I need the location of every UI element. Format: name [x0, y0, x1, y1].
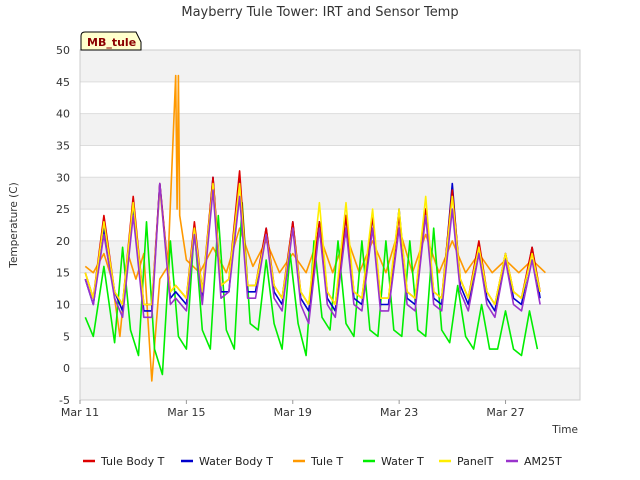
x-axis-label: Time [551, 424, 578, 436]
y-tick-label: 45 [56, 76, 70, 89]
x-tick-label: Mar 23 [380, 406, 418, 419]
grid-band [80, 113, 580, 146]
series-line-water-t [84, 201, 539, 376]
x-tick-label: Mar 19 [274, 406, 312, 419]
y-tick-label: -5 [59, 394, 70, 407]
x-axis-ticks: Mar 11 Mar 15 Mar 19 Mar 23 Mar 27 [61, 400, 525, 419]
y-tick-label: 25 [56, 203, 70, 216]
y-tick-label: 10 [56, 299, 70, 312]
legend-label-panelt: PanelT [457, 455, 494, 468]
y-tick-label: 5 [63, 330, 70, 343]
y-tick-label: 20 [56, 235, 70, 248]
y-tick-label: 0 [63, 362, 70, 375]
y-tick-label: 50 [56, 44, 70, 57]
tag-label: MB_tule [87, 36, 136, 49]
chart-title: Mayberry Tule Tower: IRT and Sensor Temp [181, 5, 458, 20]
legend-label-water-body-t: Water Body T [199, 455, 273, 468]
y-tick-label: 30 [56, 171, 70, 184]
y-axis-label: Temperature (C) [8, 182, 20, 268]
y-tick-label: 35 [56, 139, 70, 152]
grid-band [80, 368, 580, 400]
tag-shape [80, 31, 142, 51]
legend-label-tule-body-t: Tule Body T [100, 455, 165, 468]
x-tick-label: Mar 27 [486, 406, 524, 419]
grid-band [80, 50, 580, 82]
legend-label-water-t: Water T [381, 455, 424, 468]
y-tick-label: 15 [56, 267, 70, 280]
grid-band [80, 177, 580, 210]
x-tick-label: Mar 11 [61, 406, 99, 419]
legend-label-am25t: AM25T [524, 455, 562, 468]
tag-box: MB_tule [80, 31, 142, 51]
legend: Tule Body T Water Body T Tule T Water T Pane… [83, 455, 562, 468]
plot-frame [79, 49, 581, 401]
grid-bands [80, 50, 580, 400]
y-axis-ticks: -5 0 5 10 15 20 25 30 35 40 45 50 [56, 44, 70, 407]
x-tick-label: Mar 15 [167, 406, 205, 419]
series-line-am25t [84, 182, 541, 325]
series-layer [84, 74, 546, 382]
legend-label-tule-t: Tule T [310, 455, 343, 468]
y-tick-label: 40 [56, 108, 70, 121]
